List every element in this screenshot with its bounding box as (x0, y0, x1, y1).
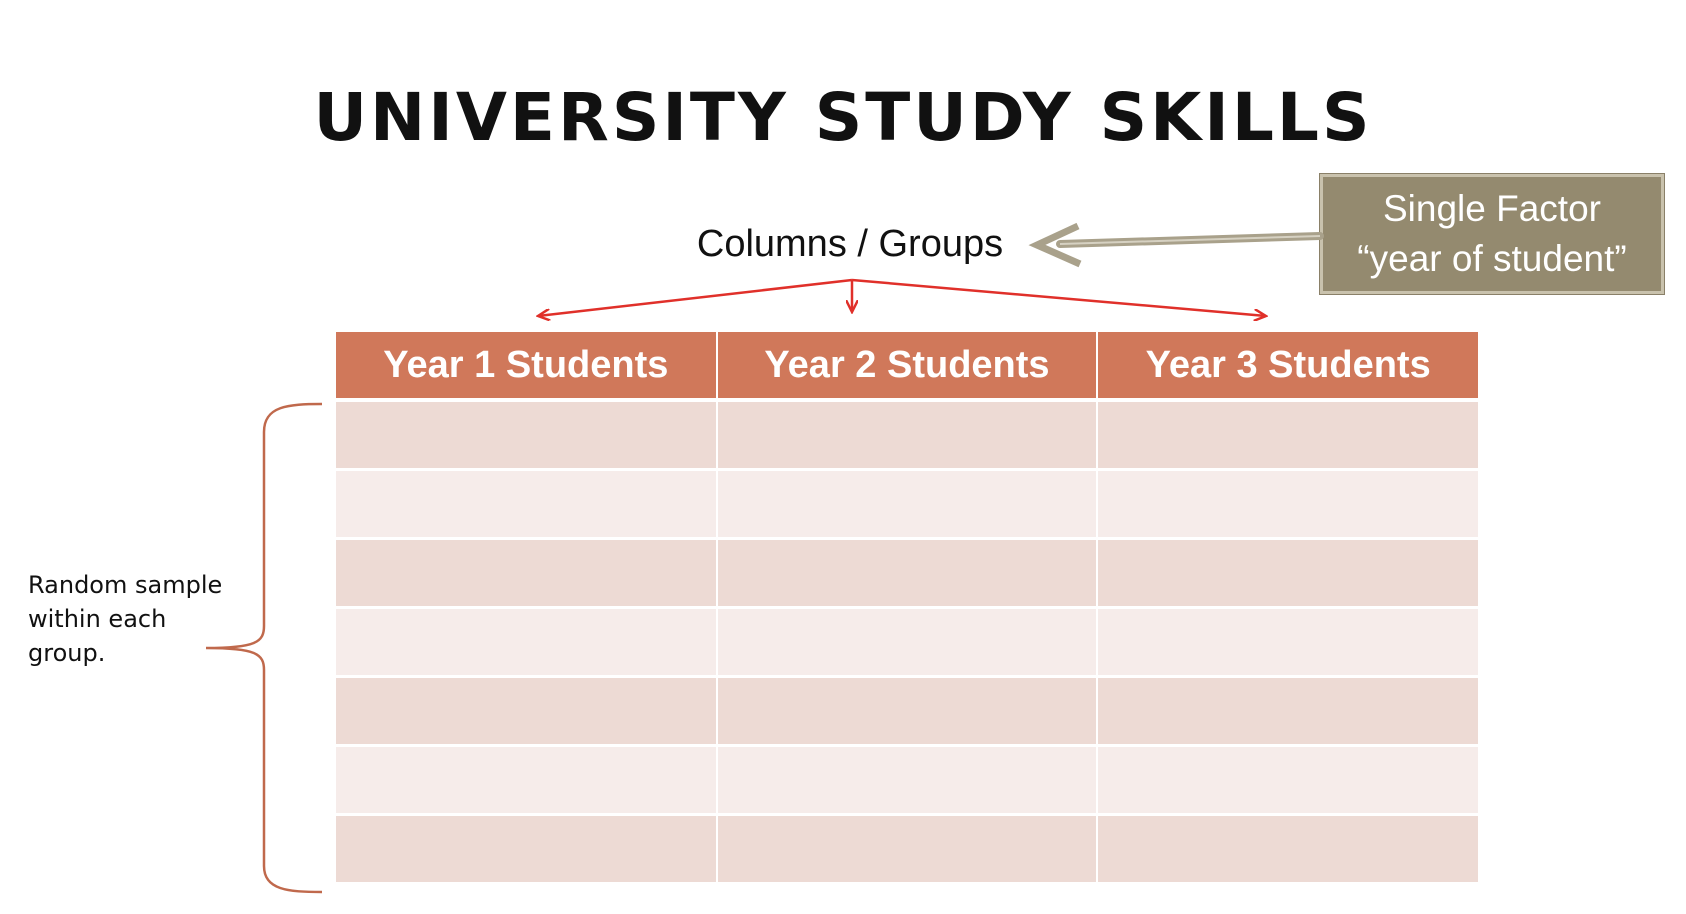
table-cell (336, 745, 718, 816)
table-cell (716, 400, 1099, 471)
table-cell (716, 745, 1099, 816)
table-cell (1097, 400, 1478, 471)
factor-box-line2: “year of student” (1357, 238, 1627, 279)
table-row (336, 745, 1478, 816)
table-header-row: Year 1 Students Year 2 Students Year 3 S… (336, 332, 1478, 402)
table-cell (336, 676, 718, 747)
single-factor-box: Single Factor “year of student” (1319, 173, 1665, 295)
factor-box-line1: Single Factor (1383, 188, 1601, 229)
table-row (336, 538, 1478, 609)
table-cell (336, 469, 718, 540)
table-cell (1097, 814, 1478, 885)
header-year-2: Year 2 Students (716, 332, 1099, 402)
columns-groups-label: Columns / Groups (696, 223, 1004, 265)
table-cell (1097, 745, 1478, 816)
table-cell (716, 814, 1099, 885)
table-row (336, 400, 1478, 471)
arrow-to-year1 (538, 278, 853, 316)
slide-title: UNIVERSITY STUDY SKILLS (313, 79, 1373, 156)
table-cell (336, 607, 718, 678)
table-cell (1097, 469, 1478, 540)
table-cell (336, 400, 718, 471)
random-sample-note: Random sample within each group. (28, 571, 223, 667)
header-year-1: Year 1 Students (336, 332, 718, 402)
table-cell (716, 469, 1099, 540)
header-year-3: Year 3 Students (1097, 332, 1478, 402)
arrow-to-year3 (851, 278, 1266, 316)
table-row (336, 469, 1478, 540)
table-cell (716, 607, 1099, 678)
table-row (336, 814, 1478, 885)
table-cell (716, 676, 1099, 747)
group-arrows (538, 278, 1266, 316)
table-cell (1097, 607, 1478, 678)
table-row (336, 607, 1478, 678)
table-cell (1097, 676, 1478, 747)
table-cell (716, 538, 1099, 609)
table-row (336, 676, 1478, 747)
table-cell (336, 538, 718, 609)
table-cell (1097, 538, 1478, 609)
factor-arrow (1028, 222, 1324, 268)
table-cell (336, 814, 718, 885)
groups-table: Year 1 Students Year 2 Students Year 3 S… (336, 332, 1478, 885)
